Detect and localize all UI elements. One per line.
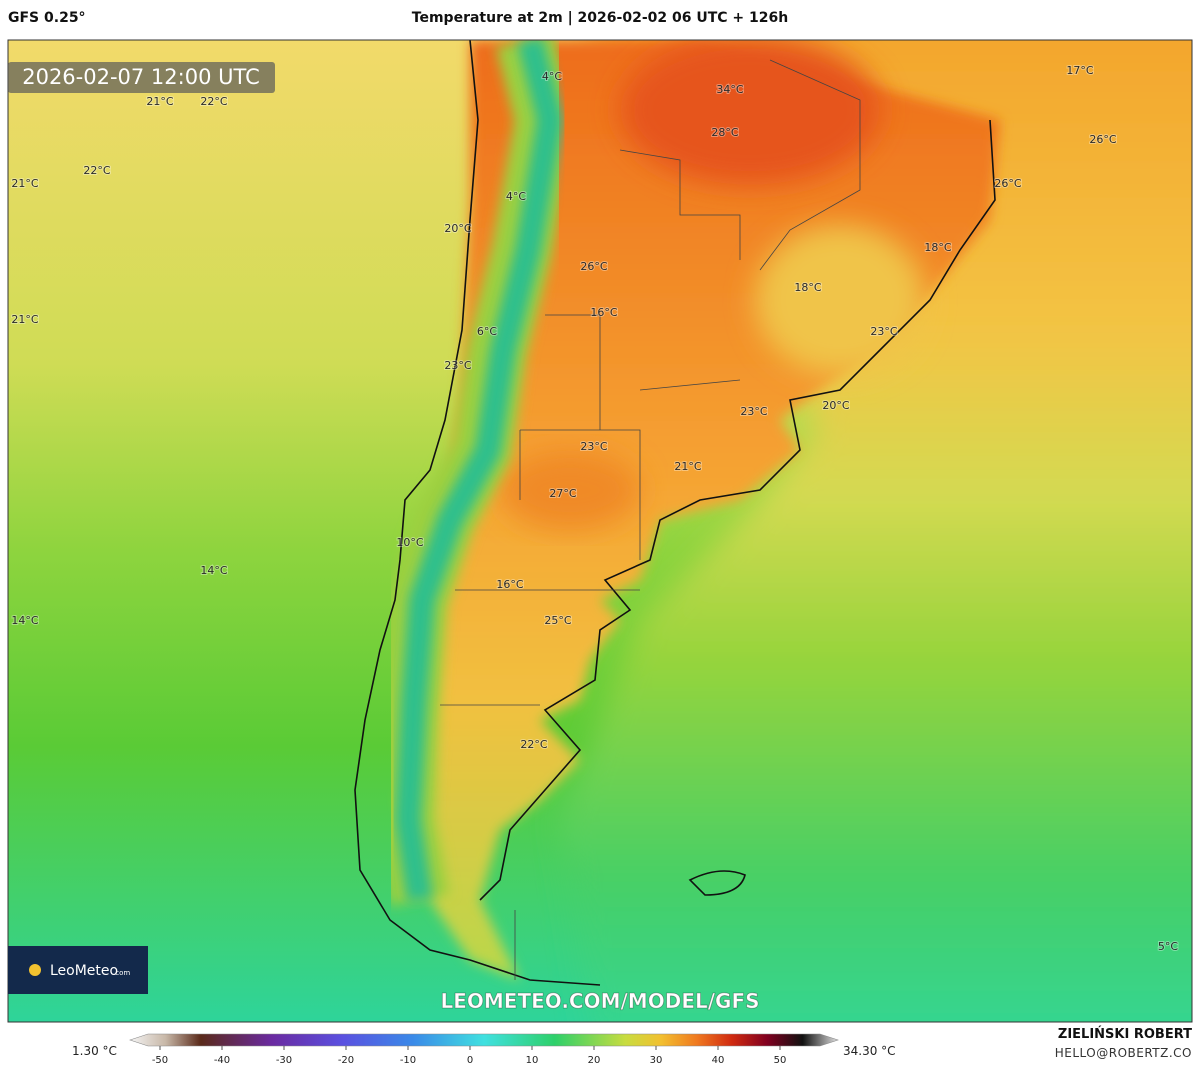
temp-label: 28°C bbox=[711, 126, 738, 139]
credit-email: HELLO@ROBERTZ.CO bbox=[1054, 1046, 1192, 1060]
temp-label: 23°C bbox=[444, 359, 471, 372]
watermark: LEOMETEO.COM/MODEL/GFS bbox=[440, 989, 759, 1013]
temp-label: 34°C bbox=[716, 83, 743, 96]
temp-label: 14°C bbox=[200, 564, 227, 577]
temp-label: 22°C bbox=[83, 164, 110, 177]
colorbar-tick-label: 0 bbox=[467, 1055, 473, 1066]
map-title: Temperature at 2m | 2026-02-02 06 UTC + … bbox=[411, 10, 789, 26]
temp-label: 18°C bbox=[794, 281, 821, 294]
colorbar-tick-label: 30 bbox=[650, 1055, 663, 1066]
colorbar-tick-label: -10 bbox=[400, 1055, 416, 1066]
temp-label: 16°C bbox=[590, 306, 617, 319]
temp-label: 21°C bbox=[674, 460, 701, 473]
temp-label: 23°C bbox=[740, 405, 767, 418]
temp-label: 4°C bbox=[542, 70, 562, 83]
valid-time: 2026-02-07 12:00 UTC bbox=[22, 65, 260, 89]
colorbar-tick-label: 40 bbox=[712, 1055, 725, 1066]
colorbar-tick-label: -20 bbox=[338, 1055, 354, 1066]
logo-name: LeoMeteo bbox=[50, 963, 118, 979]
colorbar-tick-label: 10 bbox=[526, 1055, 539, 1066]
colorbar bbox=[129, 1033, 839, 1047]
temp-label: 23°C bbox=[580, 440, 607, 453]
colorbar-tick-label: -40 bbox=[214, 1055, 230, 1066]
time-box bbox=[8, 62, 275, 93]
legend-max: 34.30 °C bbox=[843, 1044, 896, 1058]
temp-label: 20°C bbox=[822, 399, 849, 412]
model-name: GFS 0.25° bbox=[8, 10, 86, 26]
temp-label: 21°C bbox=[11, 313, 38, 326]
temp-label: 20°C bbox=[444, 222, 471, 235]
logo-sun bbox=[29, 964, 41, 976]
temp-label: 27°C bbox=[549, 487, 576, 500]
temp-label: 22°C bbox=[520, 738, 547, 751]
logo-suffix: .com bbox=[113, 969, 130, 977]
colorbar-tick-label: 50 bbox=[774, 1055, 787, 1066]
temp-label: 26°C bbox=[580, 260, 607, 273]
temp-label: 17°C bbox=[1066, 64, 1093, 77]
temp-label: 14°C bbox=[11, 614, 38, 627]
map-frame bbox=[7, 39, 1193, 1023]
temp-label: 5°C bbox=[1158, 940, 1178, 953]
temp-label: 4°C bbox=[506, 190, 526, 203]
temp-label: 23°C bbox=[870, 325, 897, 338]
temp-label: 10°C bbox=[396, 536, 423, 549]
colorbar-tick-label: -30 bbox=[276, 1055, 292, 1066]
temp-label: 6°C bbox=[477, 325, 497, 338]
temp-label: 21°C bbox=[11, 177, 38, 190]
colorbar-tick-label: 20 bbox=[588, 1055, 601, 1066]
legend-min: 1.30 °C bbox=[72, 1044, 117, 1058]
temp-label: 26°C bbox=[1089, 133, 1116, 146]
colorbar-tick-label: -50 bbox=[152, 1055, 168, 1066]
credit-author: ZIELIŃSKI ROBERT bbox=[1057, 1027, 1192, 1042]
temp-label: 16°C bbox=[496, 578, 523, 591]
temp-label: 22°C bbox=[200, 95, 227, 108]
temp-label: 25°C bbox=[544, 614, 571, 627]
map-field bbox=[8, 40, 1192, 1022]
temp-label: 18°C bbox=[924, 241, 951, 254]
temp-label: 21°C bbox=[146, 95, 173, 108]
temp-label: 26°C bbox=[994, 177, 1021, 190]
